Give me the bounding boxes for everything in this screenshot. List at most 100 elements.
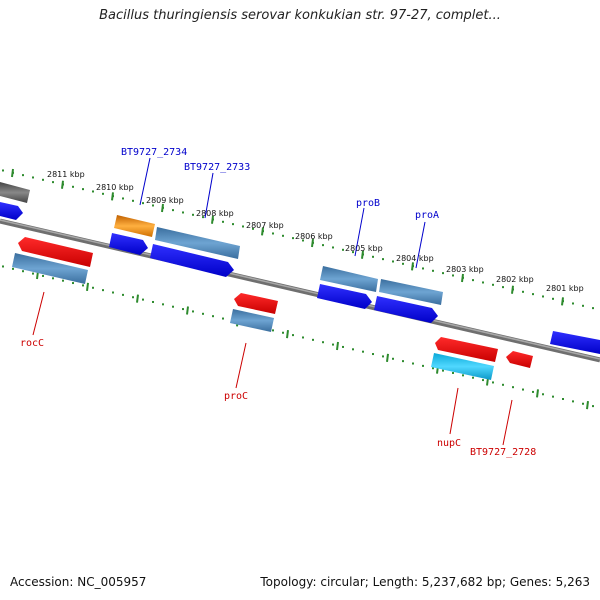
tick-dot (522, 388, 524, 391)
tick-dot (342, 248, 344, 251)
genome-summary-text: Topology: circular; Length: 5,237,682 bp… (260, 575, 590, 589)
gene-steelblue-proa[interactable] (379, 279, 443, 305)
gene-steelblue-rocc[interactable] (12, 253, 88, 284)
reverse-label-leaders (32, 291, 513, 446)
tick-major (186, 306, 189, 315)
tick-dot (352, 348, 354, 351)
tick-dot (332, 343, 334, 346)
gene-steelblue-prob[interactable] (320, 266, 378, 292)
gene-label-rocc[interactable]: rocC (20, 338, 44, 349)
leader-line (449, 387, 459, 435)
genome-backbone (0, 218, 600, 363)
tick-dot (112, 291, 114, 294)
gene-label-bt9727-2733[interactable]: BT9727_2733 (184, 162, 250, 173)
scale-label: 2802 kbp (496, 275, 534, 284)
tick-dot (142, 298, 144, 301)
gene-red-rocc[interactable] (18, 237, 93, 267)
tick-dot (92, 190, 94, 193)
tick-dot (72, 185, 74, 188)
gene-label-bt9727-2734[interactable]: BT9727_2734 (121, 147, 187, 158)
tick-dot (272, 232, 274, 235)
tick-ring-outer (2, 168, 594, 310)
tick-dot (162, 303, 164, 306)
tick-dot (102, 192, 104, 195)
gene-blue-left[interactable] (0, 202, 23, 220)
gene-blue-cds[interactable] (150, 244, 234, 277)
tick-dot (192, 213, 194, 216)
gene-red-procc[interactable] (234, 293, 278, 314)
tick-dot (542, 295, 544, 298)
tick-dot (222, 317, 224, 320)
leader-line (139, 157, 151, 206)
tick-major (111, 192, 114, 201)
tick-dot (22, 174, 24, 177)
tick-major (461, 273, 464, 283)
leader-line (204, 172, 214, 219)
gene-label-proc[interactable]: proC (224, 391, 248, 402)
tick-dot (172, 305, 174, 308)
gene-steelblue-bt9727-2733[interactable] (155, 227, 240, 259)
gene-blue-cds[interactable] (109, 233, 148, 255)
gene-red-nupc[interactable] (435, 337, 498, 362)
gene-blue-cds[interactable] (317, 284, 372, 309)
scale-label: 2805 kbp (345, 244, 383, 253)
tick-dot (292, 334, 294, 337)
tick-major (411, 262, 414, 271)
tick-dot (302, 239, 304, 242)
gene-red-bt9727-2728[interactable] (506, 351, 533, 368)
forward-label-leaders (139, 157, 426, 269)
gene-label-proa[interactable]: proA (415, 210, 439, 221)
tick-dot (532, 390, 534, 393)
tick-dot (252, 227, 254, 230)
tick-dot (512, 386, 514, 389)
tick-major (86, 282, 89, 291)
scale-label: 2806 kbp (295, 232, 333, 241)
tick-dot (42, 274, 44, 277)
tick-ring-inner (2, 265, 594, 410)
gene-steelblue-proc[interactable] (230, 309, 274, 332)
tick-dot (92, 286, 94, 289)
tick-dot (232, 223, 234, 226)
tick-dot (122, 293, 124, 296)
tick-dot (522, 290, 524, 293)
leader-line (32, 291, 45, 336)
tick-dot (132, 199, 134, 202)
tick-dot (422, 267, 424, 270)
gene-label-nupc[interactable]: nupC (437, 438, 461, 449)
tick-dot (322, 244, 324, 247)
scale-label: 2808 kbp (196, 209, 234, 218)
tick-dot (562, 398, 564, 401)
gene-blue-cds[interactable] (374, 296, 438, 323)
tick-dot (592, 307, 594, 310)
tick-dot (312, 338, 314, 341)
scale-labels: 2811 kbp 2810 kbp 2809 kbp 2808 kbp 2807… (47, 170, 584, 293)
tick-dot (192, 310, 194, 313)
tick-dot (272, 329, 274, 332)
tick-dot (502, 286, 504, 289)
tick-dot (592, 405, 594, 408)
tick-dot (52, 277, 54, 280)
gene-dark-grey[interactable] (0, 182, 30, 203)
gene-orange-bt9727-2734[interactable] (114, 215, 155, 237)
forward-features (0, 182, 600, 354)
tick-dot (482, 379, 484, 382)
tick-major (211, 215, 214, 224)
tick-dot (382, 258, 384, 261)
tick-dot (432, 269, 434, 272)
tick-dot (332, 246, 334, 249)
gene-blue-right[interactable] (550, 331, 600, 354)
tick-dot (62, 279, 64, 282)
tick-major (11, 168, 14, 178)
scale-label: 2810 kbp (96, 183, 134, 192)
gene-label-bt9727-2728[interactable]: BT9727_2728 (470, 447, 536, 458)
tick-major (61, 180, 64, 189)
tick-major (511, 285, 514, 294)
tick-dot (2, 169, 4, 172)
tick-dot (302, 336, 304, 339)
accession-text: Accession: NC_005957 (10, 575, 147, 589)
scale-label: 2809 kbp (146, 196, 184, 205)
gene-label-prob[interactable]: proB (356, 198, 380, 209)
gene-cyan-nupc[interactable] (431, 353, 494, 380)
tick-dot (82, 188, 84, 191)
tick-dot (572, 302, 574, 305)
